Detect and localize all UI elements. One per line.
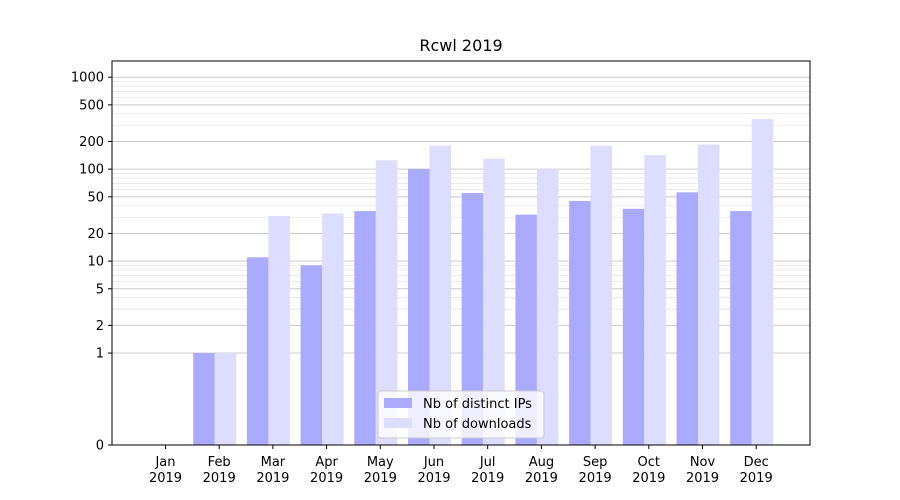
- bar-ips: [569, 201, 591, 445]
- bar-downloads: [322, 213, 344, 445]
- bar-downloads: [590, 145, 613, 445]
- legend-swatch: [384, 418, 412, 428]
- bar-ips: [300, 265, 323, 445]
- bar-ips: [193, 353, 215, 445]
- x-tick-label: Oct 2019: [632, 455, 665, 486]
- bar-downloads: [644, 155, 666, 445]
- y-tick-label: 500: [79, 98, 104, 113]
- legend-swatch: [384, 398, 412, 408]
- legend-label: Nb of downloads: [423, 417, 532, 432]
- bar-downloads: [751, 119, 774, 445]
- bar-downloads: [375, 160, 398, 445]
- x-tick-label: Jun 2019: [417, 455, 450, 486]
- x-tick-label: Aug 2019: [525, 455, 558, 486]
- x-tick-label: Mar 2019: [256, 455, 289, 486]
- y-tick-label: 2: [96, 319, 104, 334]
- bar-downloads: [698, 144, 720, 446]
- bar-downloads: [214, 353, 237, 445]
- y-tick-label: 100: [79, 163, 104, 178]
- bar-ips: [622, 208, 645, 445]
- chart-title: Rcwl 2019: [419, 36, 502, 55]
- legend-label: Nb of distinct IPs: [423, 397, 532, 412]
- x-tick-label: Jul 2019: [471, 455, 504, 486]
- x-tick-label: Dec 2019: [740, 455, 773, 486]
- y-tick-label: 5: [96, 282, 104, 297]
- y-tick-label: 200: [79, 135, 104, 150]
- plot-frame: [111, 60, 811, 446]
- bar-ips: [246, 257, 269, 445]
- y-tick-label: 20: [87, 227, 104, 242]
- legend-box: [377, 390, 545, 439]
- bar-ips: [676, 192, 698, 445]
- y-tick-label: 1000: [71, 71, 104, 86]
- y-tick-label: 1: [96, 347, 104, 362]
- bar-ips: [461, 193, 484, 445]
- y-axis: 0 1 2 5 10 20 50 100 200 500 1000: [71, 71, 112, 454]
- bar-ips: [408, 169, 430, 445]
- y-tick-label: 0: [96, 439, 104, 454]
- x-tick-label: Sep 2019: [579, 455, 612, 486]
- x-tick-label: Feb 2019: [203, 455, 236, 486]
- bars: [193, 119, 774, 446]
- bar-downloads: [429, 145, 451, 445]
- bar-ips: [354, 211, 376, 445]
- y-tick-label: 10: [87, 255, 104, 270]
- bar-downloads: [536, 169, 559, 445]
- bar-ips: [730, 211, 752, 445]
- x-tick-label: Nov 2019: [686, 455, 719, 486]
- x-axis: Jan 2019 Feb 2019 Mar 2019 Apr 2019 May 2019 Jun 20…: [149, 445, 773, 486]
- bar-downloads: [483, 158, 505, 446]
- bar-downloads: [268, 215, 290, 445]
- x-tick-label: May 2019: [364, 455, 397, 486]
- x-tick-label: Apr 2019: [310, 455, 343, 486]
- legend: Nb of distinct IPs Nb of downloads: [377, 390, 545, 439]
- y-tick-label: 50: [87, 190, 104, 205]
- x-tick-label: Jan 2019: [149, 455, 182, 486]
- bar-ips: [515, 214, 537, 445]
